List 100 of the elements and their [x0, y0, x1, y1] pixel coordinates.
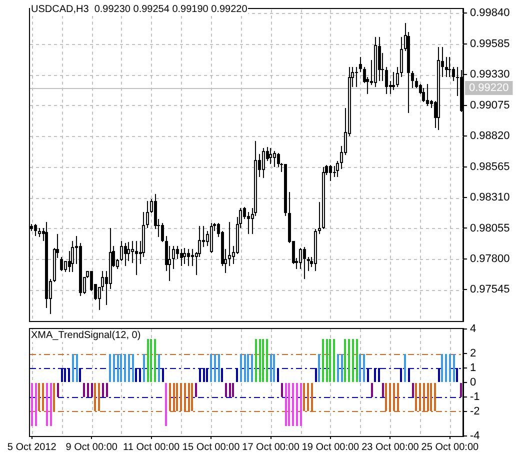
bar: [162, 368, 164, 382]
bar: [31, 383, 33, 426]
candlestick: [318, 202, 321, 234]
y-tick-label: 0.98055: [470, 222, 510, 234]
bar: [382, 383, 384, 397]
bar: [46, 383, 48, 426]
bar: [415, 383, 417, 411]
bar: [333, 339, 335, 382]
bar: [374, 368, 376, 382]
bar: [147, 339, 149, 382]
x-tick-label: 5 Oct 2012: [7, 442, 57, 453]
bar: [449, 354, 451, 382]
y-tick-label: 0.97545: [470, 284, 510, 296]
bar: [124, 354, 126, 382]
bar: [277, 368, 279, 382]
x-tick-label: 23 Oct 00:00: [362, 442, 420, 453]
bar: [120, 354, 122, 382]
bar: [139, 368, 141, 382]
candlestick: [135, 241, 138, 275]
bar: [408, 368, 410, 382]
bar: [72, 354, 74, 382]
bar: [292, 383, 294, 426]
bar: [273, 354, 275, 382]
ref-line-label: 0.99220: [469, 82, 509, 94]
bar: [445, 354, 447, 382]
x-tick-label: 9 Oct 00:00: [66, 442, 118, 453]
bar: [232, 383, 234, 397]
bar: [337, 354, 339, 382]
bar: [404, 354, 406, 382]
bar: [132, 354, 134, 382]
bar: [460, 383, 462, 397]
bar: [35, 383, 37, 426]
bar: [344, 339, 346, 382]
bar: [356, 339, 358, 382]
bar: [288, 383, 290, 426]
bar: [128, 354, 130, 382]
y-tick-label: -2: [470, 405, 480, 418]
x-tick-label: 25 Oct 00:00: [421, 442, 479, 453]
bar: [87, 383, 89, 397]
y-tick-label: 0.99330: [470, 68, 510, 81]
bar: [150, 339, 152, 382]
bar: [456, 368, 458, 382]
bar: [307, 383, 309, 411]
bar: [165, 383, 167, 426]
bar: [57, 383, 59, 397]
y-tick-label: 0.99075: [470, 99, 510, 112]
bar: [236, 368, 238, 382]
bar: [98, 383, 100, 411]
x-tick-label: 19 Oct 00:00: [302, 442, 360, 453]
y-tick-label: 0.99840: [470, 7, 510, 20]
bar: [199, 368, 201, 382]
bar: [329, 339, 331, 382]
bar: [434, 383, 436, 411]
bar: [214, 354, 216, 382]
y-tick-label: -1: [470, 390, 480, 403]
bar: [225, 383, 227, 397]
chart-title: XMA_TrendSignal(12, 0): [30, 330, 142, 342]
bar: [400, 368, 402, 382]
y-tick-label: 0.98820: [470, 130, 510, 142]
bar: [322, 339, 324, 382]
bar: [203, 368, 205, 382]
bar: [359, 354, 361, 382]
bar: [352, 339, 354, 382]
y-tick-label: 0.98565: [470, 160, 510, 173]
bar: [50, 383, 52, 426]
bar: [68, 368, 70, 382]
candlestick: [355, 67, 358, 87]
bar: [303, 383, 305, 411]
x-tick-label: 17 Oct 00:00: [242, 442, 300, 453]
bar: [143, 354, 145, 382]
bar: [438, 368, 440, 382]
y-tick-label: 1: [470, 362, 476, 374]
bar: [91, 383, 93, 397]
bar: [441, 354, 443, 382]
bar: [195, 383, 197, 397]
bar: [229, 383, 231, 397]
chart-title: USDCAD,H3 0.99230 0.99254 0.99190 0.99220: [30, 4, 248, 16]
bar: [106, 383, 108, 397]
bar: [176, 383, 178, 411]
bar: [113, 354, 115, 382]
x-tick-label: 15 Oct 00:00: [182, 442, 240, 453]
bar: [83, 383, 85, 397]
bar: [109, 354, 111, 382]
bar: [348, 339, 350, 382]
y-tick-label: 0: [470, 376, 476, 389]
bar: [154, 339, 156, 382]
y-tick-label: 0.97800: [470, 252, 510, 265]
bar: [363, 354, 365, 382]
bar: [135, 368, 137, 382]
bar: [251, 354, 253, 382]
bar: [270, 354, 272, 382]
bar: [247, 354, 249, 382]
bar: [210, 354, 212, 382]
bar: [117, 354, 119, 382]
bar: [102, 383, 104, 397]
bar: [281, 383, 283, 397]
bar: [218, 354, 220, 382]
bar: [412, 383, 414, 397]
x-tick-label: 11 Oct 00:00: [123, 442, 180, 453]
bar: [64, 368, 66, 382]
